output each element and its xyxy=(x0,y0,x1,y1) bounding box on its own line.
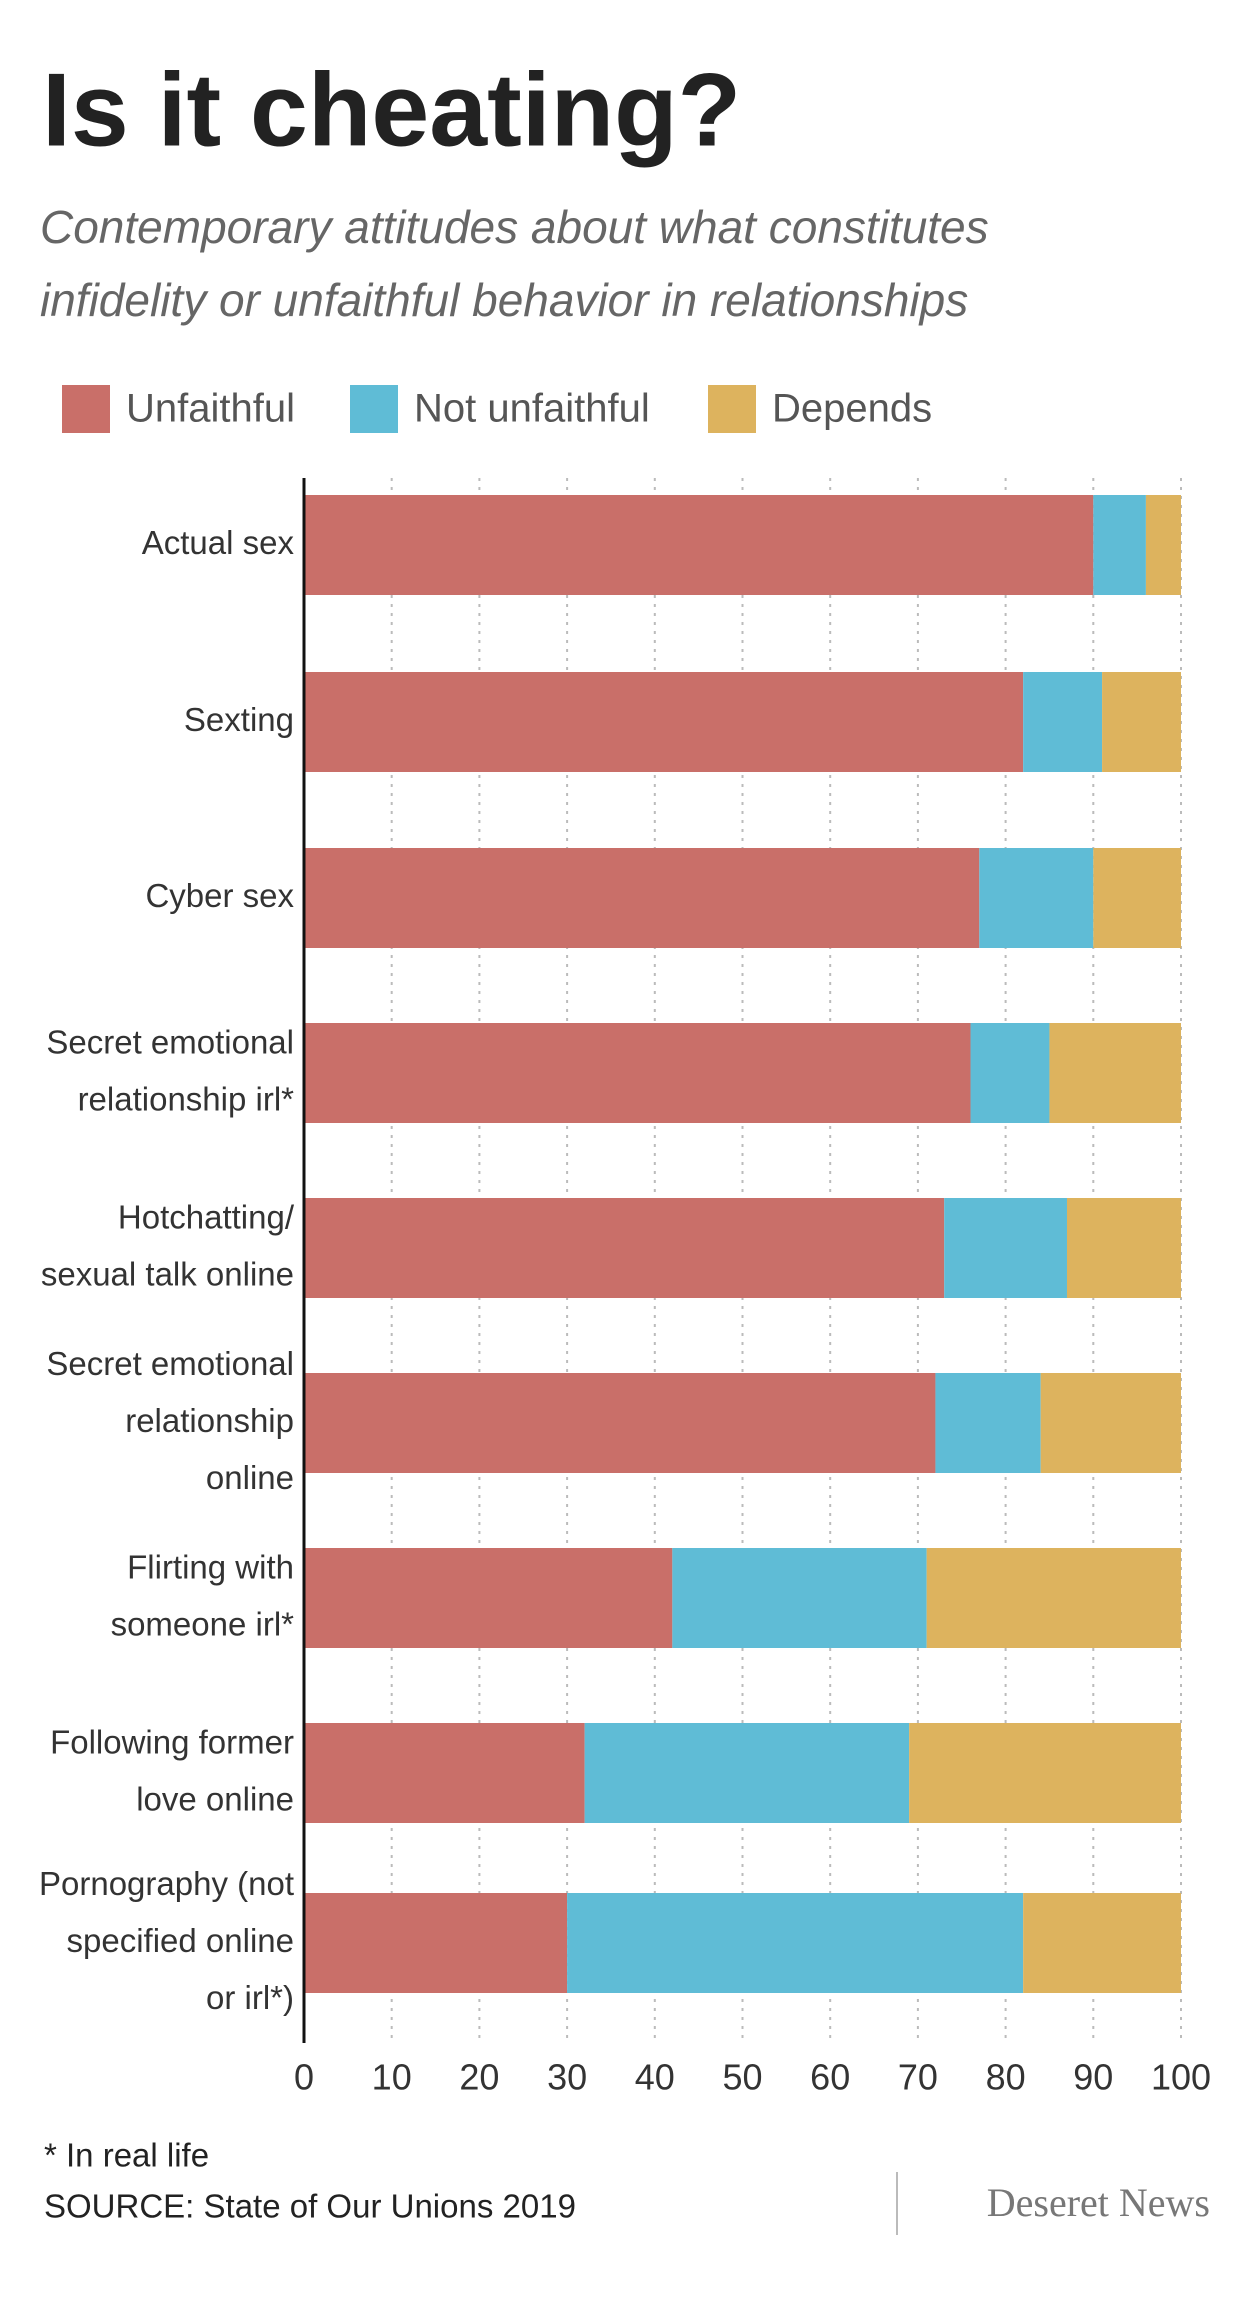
category-label: Flirting with someone irl* xyxy=(111,1548,295,1642)
brand: Deseret News xyxy=(987,2180,1210,2225)
x-tick-label: 40 xyxy=(635,2057,675,2098)
footnote: * In real life xyxy=(44,2137,209,2174)
bar-segment xyxy=(1066,1198,1181,1298)
legend-swatch xyxy=(708,385,756,433)
bar-segment xyxy=(304,1723,585,1823)
x-tick-label: 20 xyxy=(459,2057,499,2098)
bar-segment xyxy=(909,1723,1181,1823)
bar-segment xyxy=(1040,1373,1181,1473)
bar-segment xyxy=(1093,495,1146,595)
category-label: Secret emotional relationship irl* xyxy=(46,1023,294,1117)
x-tick-label: 0 xyxy=(294,2057,314,2098)
bar-segment xyxy=(304,1023,971,1123)
bar-segment xyxy=(304,1198,945,1298)
bar-segment xyxy=(304,1373,936,1473)
legend-label: Not unfaithful xyxy=(414,387,650,431)
bar-segment xyxy=(970,1023,1050,1123)
category-label: Actual sex xyxy=(142,524,295,561)
category-label: Pornography (not specified online or irl*) xyxy=(39,1865,294,2016)
bar-segment xyxy=(1102,672,1181,772)
legend-swatch xyxy=(350,385,398,433)
bar-segment xyxy=(1023,1893,1181,1993)
x-tick-label: 70 xyxy=(898,2057,938,2098)
bar-segment xyxy=(1023,672,1103,772)
x-tick-label: 50 xyxy=(722,2057,762,2098)
x-tick-label: 10 xyxy=(372,2057,412,2098)
bar-segment xyxy=(1145,495,1181,595)
category-label: Cyber sex xyxy=(145,877,294,914)
legend-label: Unfaithful xyxy=(126,387,295,431)
bar-segment xyxy=(672,1548,927,1648)
subtitle: infidelity or unfaithful behavior in rel… xyxy=(40,274,968,326)
bar-segment xyxy=(926,1548,1181,1648)
category-label: Hotchatting/sexual talk online xyxy=(41,1198,295,1292)
bar-segment xyxy=(304,848,980,948)
bar-segment xyxy=(304,672,1024,772)
bar-segment xyxy=(944,1198,1067,1298)
category-label: Secret emotional relationship online xyxy=(46,1345,294,1496)
bar-segment xyxy=(1049,1023,1181,1123)
x-tick-label: 100 xyxy=(1151,2057,1211,2098)
category-label: Following former love online xyxy=(50,1723,294,1817)
subtitle: Contemporary attitudes about what consti… xyxy=(40,201,989,253)
bar-segment xyxy=(935,1373,1041,1473)
x-tick-label: 60 xyxy=(810,2057,850,2098)
bar-segment xyxy=(584,1723,910,1823)
bar-segment xyxy=(567,1893,1024,1993)
category-label: Sexting xyxy=(184,701,294,738)
legend-swatch xyxy=(62,385,110,433)
bar-segment xyxy=(304,495,1094,595)
bar-segment xyxy=(304,1548,673,1648)
x-tick-label: 90 xyxy=(1073,2057,1113,2098)
source: SOURCE: State of Our Unions 2019 xyxy=(44,2188,576,2225)
x-tick-label: 80 xyxy=(986,2057,1026,2098)
legend-label: Depends xyxy=(772,387,932,431)
x-tick-label: 30 xyxy=(547,2057,587,2098)
chart-title: Is it cheating? xyxy=(42,52,741,168)
bar-segment xyxy=(304,1893,568,1993)
bar-segment xyxy=(979,848,1094,948)
bar-segment xyxy=(1093,848,1181,948)
